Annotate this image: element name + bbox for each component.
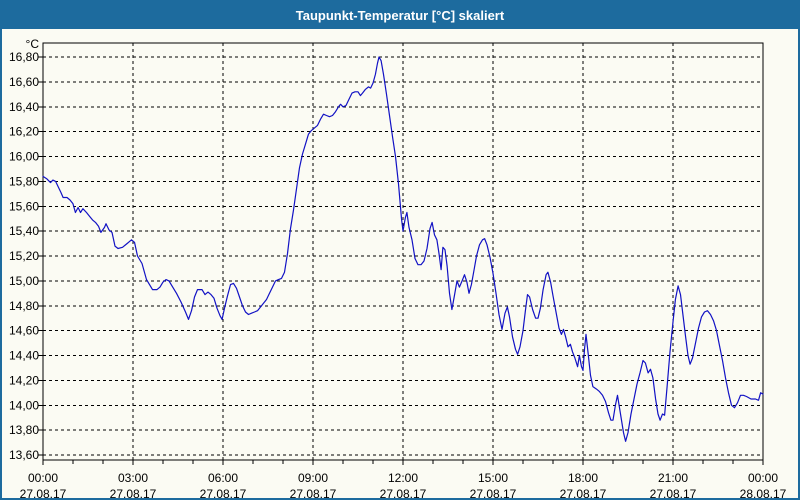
y-tick-label: 16,40 (9, 100, 39, 114)
x-tick-date: 27.08.17 (380, 487, 427, 500)
y-tick-label: 15,20 (9, 249, 39, 263)
y-tick-label: 15,80 (9, 174, 39, 188)
x-tick-time: 15:00 (478, 471, 508, 485)
x-tick-date: 27.08.17 (290, 487, 337, 500)
x-tick-date: 27.08.17 (20, 487, 67, 500)
x-tick-date: 27.08.17 (200, 487, 247, 500)
x-tick-time: 21:00 (658, 471, 688, 485)
y-tick-label: 14,20 (9, 373, 39, 387)
y-unit-label: °C (26, 37, 40, 51)
y-tick-label: 14,40 (9, 349, 39, 363)
window-title: Taupunkt-Temperatur [°C] skaliert (295, 8, 505, 23)
y-tick-label: 15,60 (9, 199, 39, 213)
x-tick-time: 00:00 (748, 471, 778, 485)
y-tick-label: 16,00 (9, 150, 39, 164)
x-tick-time: 06:00 (208, 471, 238, 485)
x-tick-date: 27.08.17 (110, 487, 157, 500)
plot-border (42, 42, 764, 461)
temperature-line (42, 56, 764, 442)
x-tick-date: 28.08.17 (740, 487, 787, 500)
x-tick-time: 09:00 (298, 471, 328, 485)
y-tick-label: 15,40 (9, 224, 39, 238)
gridlines (43, 43, 763, 460)
y-axis-labels: 16,80 16,60 16,40 16,20 16,00 15,80 15,60 15,40… (9, 50, 39, 462)
x-axis-labels: 00:00 27.08.17 03:00 27.08.17 06:00 27.08.17 0… (20, 471, 787, 500)
y-tick-label: 14,00 (9, 398, 39, 412)
x-tick-time: 12:00 (388, 471, 418, 485)
y-tick-label: 16,80 (9, 50, 39, 64)
x-tick-date: 27.08.17 (650, 487, 697, 500)
y-tick-label: 14,80 (9, 299, 39, 313)
x-tick-date: 27.08.17 (560, 487, 607, 500)
x-tick-time: 03:00 (118, 471, 148, 485)
x-tick-date: 27.08.17 (470, 487, 517, 500)
y-tick-label: 13,80 (9, 423, 39, 437)
y-tick-label: 16,60 (9, 75, 39, 89)
x-tick-time: 18:00 (568, 471, 598, 485)
y-tick-label: 13,60 (9, 448, 39, 462)
window-titlebar: Taupunkt-Temperatur [°C] skaliert (2, 2, 798, 29)
y-tick-label: 15,00 (9, 274, 39, 288)
y-tick-label: 14,60 (9, 324, 39, 338)
x-tick-time: 00:00 (28, 471, 58, 485)
axis-ticks (38, 56, 764, 465)
y-tick-label: 16,20 (9, 125, 39, 139)
